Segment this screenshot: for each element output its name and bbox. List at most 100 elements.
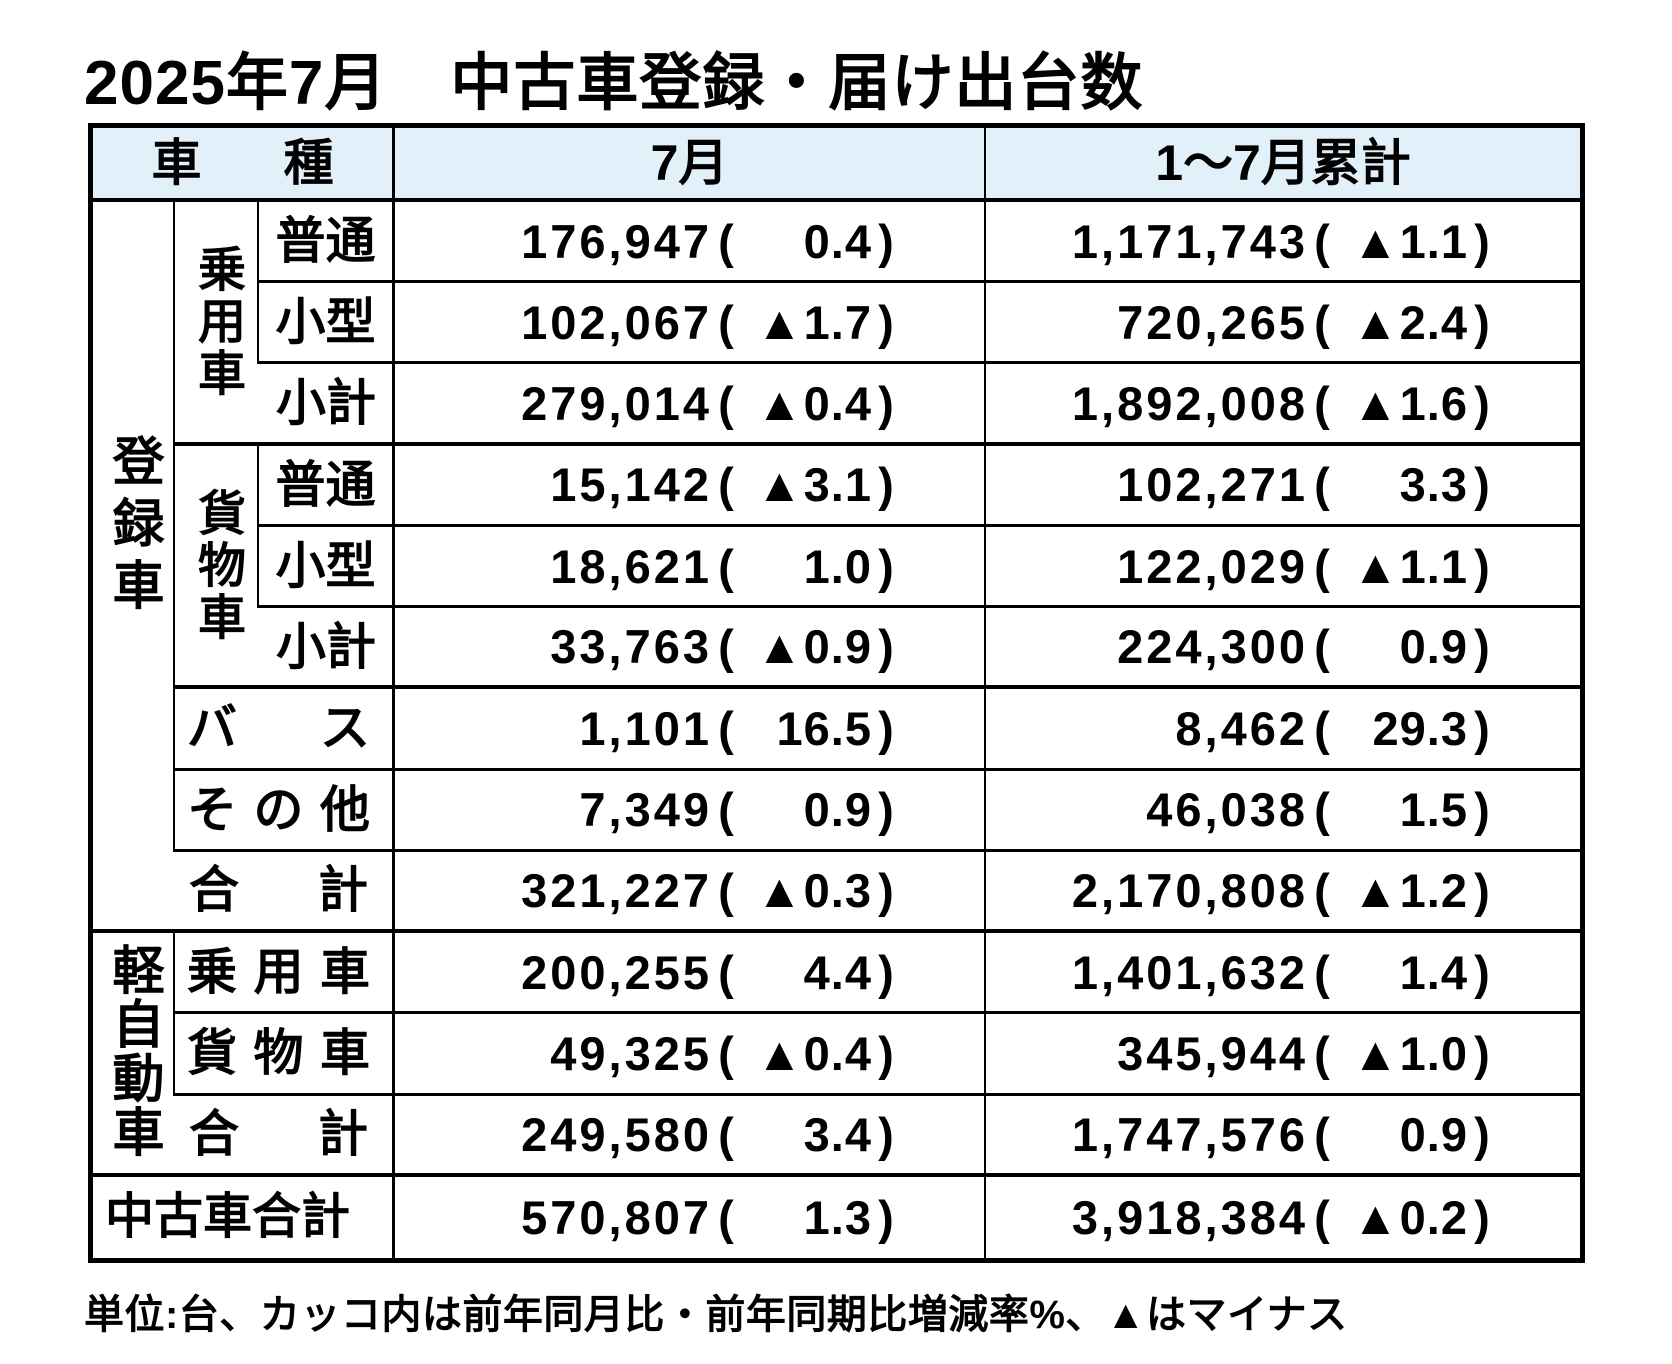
value-cell-july: 49,325( ▲0.4)	[395, 1014, 986, 1096]
value-cell-july: 18,621(1.0)	[395, 526, 986, 609]
paren-close: )	[878, 1107, 894, 1161]
paren-open: (	[1314, 945, 1330, 999]
paren-close: )	[878, 1190, 894, 1244]
value-rate: ▲0.2	[1352, 1190, 1468, 1244]
paren-open: (	[718, 1026, 734, 1080]
paren-close: )	[878, 701, 894, 755]
value-number: 224,300	[1117, 620, 1308, 674]
paren-close: )	[878, 295, 894, 349]
paren-open: (	[718, 1190, 734, 1244]
paren-open: (	[1314, 539, 1330, 593]
row-label: 貨物車	[175, 1014, 395, 1096]
row-label-char: 合	[189, 1106, 239, 1163]
value-number: 102,271	[1117, 458, 1308, 512]
group-label-passenger-cars: 乗用車	[175, 202, 259, 400]
value-number: 1,101	[579, 701, 712, 755]
paren-open: (	[718, 295, 734, 349]
paren-open: (	[718, 539, 734, 593]
value-cell-july: 570,807(1.3)	[395, 1176, 986, 1258]
value-cell-july: 102,067(▲1.7)	[395, 283, 986, 365]
value-rate: ▲3.1	[756, 458, 872, 512]
value-rate: ▲1.1	[1352, 539, 1468, 593]
value-cell-cumulative: 1,401,632(1.4)	[986, 933, 1580, 1015]
value-rate: 29.3	[1372, 701, 1468, 755]
paren-close: )	[1474, 701, 1490, 755]
value-rate: ▲1.1	[1352, 214, 1468, 268]
value-rate: ▲1.7	[756, 295, 872, 349]
value-number: 3,918,384	[1071, 1190, 1308, 1244]
paren-open: (	[1314, 376, 1330, 430]
row-label-char: の	[253, 781, 304, 838]
value-rate: 0.4	[803, 214, 872, 268]
value-number: 49,325	[550, 1026, 712, 1080]
value-number: 33,763	[550, 620, 712, 674]
value-rate: ▲1.6	[1352, 376, 1468, 430]
group-label-cargo-vehicles: 貨物車	[175, 445, 259, 644]
value-rate: ▲0.4	[756, 1026, 872, 1080]
value-cell-july: 1,101(16.5)	[395, 689, 986, 771]
paren-open: (	[718, 620, 734, 674]
paren-close: )	[878, 783, 894, 837]
value-cell-july: 279,014(▲0.4)	[395, 364, 986, 446]
value-cell-july: 176,947(0.4)	[395, 202, 986, 284]
page-title: 2025年7月 中古車登録・届け出台数	[84, 49, 1144, 118]
paren-close: )	[878, 376, 894, 430]
row-label-char: そ	[187, 781, 237, 838]
row-label: 普通	[259, 445, 395, 527]
paren-open: (	[1314, 863, 1330, 917]
value-number: 2,170,808	[1071, 863, 1308, 917]
paren-close: )	[1474, 945, 1490, 999]
paren-close: )	[878, 863, 894, 917]
paren-open: (	[1314, 620, 1330, 674]
footnote: 単位:台、カッコ内は前年同月比・前年同期比増減率%、▲はマイナス	[84, 1293, 1348, 1337]
value-cell-july: 15,142(▲3.1)	[395, 445, 986, 527]
paren-open: (	[718, 863, 734, 917]
value-rate: 1.4	[1399, 945, 1468, 999]
value-cell-cumulative: 8,462(29.3)	[986, 689, 1580, 771]
value-number: 15,142	[550, 458, 712, 512]
value-cell-cumulative: 102,271(3.3)	[986, 446, 1580, 527]
value-cell-july: 321,227(▲0.3)	[395, 851, 986, 934]
value-rate: 0.9	[1399, 620, 1468, 674]
paren-open: (	[1314, 1026, 1330, 1080]
value-number: 200,255	[521, 945, 712, 999]
value-number: 249,580	[521, 1107, 712, 1161]
value-cell-cumulative: 720,265(▲2.4)	[986, 283, 1580, 365]
paren-open: (	[718, 945, 734, 999]
row-label: バス	[175, 689, 395, 771]
paren-open: (	[1314, 701, 1330, 755]
paren-open: (	[718, 1107, 734, 1161]
paren-close: )	[1474, 376, 1490, 430]
value-cell-cumulative: 3,918,384(▲0.2)	[986, 1177, 1580, 1258]
row-label-char: 計	[318, 862, 368, 919]
paren-close: )	[1474, 539, 1490, 593]
value-rate: ▲0.9	[756, 620, 872, 674]
value-cell-cumulative: 1,892,008(▲1.6)	[986, 364, 1580, 446]
value-number: 279,014	[521, 376, 712, 430]
value-number: 176,947	[521, 214, 712, 268]
row-label: 合計	[93, 1095, 395, 1177]
paren-close: )	[1474, 214, 1490, 268]
value-cell-cumulative: 2,170,808(▲1.2)	[986, 852, 1580, 934]
value-cell-july: 33,763(▲0.9)	[395, 608, 986, 690]
row-label-char: 他	[320, 781, 370, 838]
value-rate: 0.9	[803, 783, 872, 837]
row-label-char: 計	[318, 1106, 368, 1163]
value-rate: 1.5	[1399, 783, 1468, 837]
paren-open: (	[1314, 1107, 1330, 1161]
value-rate: 0.9	[1399, 1107, 1468, 1161]
paren-close: )	[878, 1026, 894, 1080]
value-cell-cumulative: 224,300(0.9)	[986, 608, 1580, 690]
row-label: 小型	[259, 526, 395, 609]
value-number: 18,621	[550, 539, 712, 593]
paren-open: (	[1314, 295, 1330, 349]
paren-open: (	[1314, 458, 1330, 512]
row-label: 小計	[175, 608, 395, 690]
value-rate: ▲1.0	[1352, 1026, 1468, 1080]
value-number: 720,265	[1117, 295, 1308, 349]
value-rate: ▲0.3	[756, 863, 872, 917]
value-rate: 3.3	[1399, 458, 1468, 512]
paren-open: (	[1314, 783, 1330, 837]
value-rate: ▲0.4	[756, 376, 872, 430]
section-label-kei-cars: 軽自動車	[93, 933, 175, 1159]
